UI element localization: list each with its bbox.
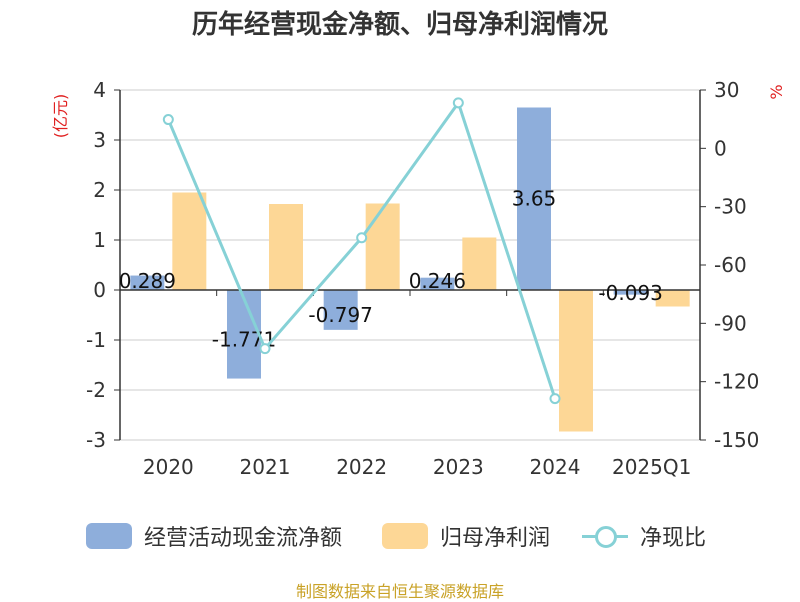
y-axis-label-left: (亿元) [51, 94, 70, 139]
line-point-cash-ratio [356, 232, 368, 244]
bar-data-label: -0.093 [598, 281, 662, 305]
legend: 经营活动现金流净额 归母净利润 净现比 [0, 518, 800, 554]
source-note: 制图数据来自恒生聚源数据库 [295, 582, 504, 601]
chart-title: 历年经营现金净额、归母净利润情况 [191, 10, 608, 40]
bar-data-label: 3.65 [512, 187, 557, 211]
x-tick-label: 2023 [433, 455, 484, 479]
y-tick-label-right: -90 [714, 311, 747, 335]
y-tick-label-right: 30 [714, 78, 739, 102]
legend-swatch-bar-orange [382, 523, 428, 549]
y-tick-label-left: 4 [93, 78, 106, 102]
line-point-cash-ratio [452, 97, 464, 109]
bar-operating-cash-flow [420, 277, 455, 290]
y-tick-label-right: -150 [714, 428, 759, 452]
y-tick-label-left: 0 [93, 278, 106, 302]
legend-swatch-bar-blue [86, 523, 132, 549]
line-cash-ratio [166, 99, 557, 400]
legend-label: 经营活动现金流净额 [144, 526, 343, 551]
x-tick-label: 2020 [143, 455, 194, 479]
bar-data-label: 0.289 [119, 269, 176, 293]
x-tick-label: 2022 [336, 455, 387, 479]
legend-label: 归母净利润 [440, 526, 551, 551]
legend-item-operating-cash-flow[interactable]: 经营活动现金流净额 [86, 518, 342, 554]
bar-net-profit [172, 192, 207, 290]
line-point-cash-ratio [549, 393, 561, 405]
bar-data-label: -0.797 [308, 303, 372, 327]
y-tick-label-left: -1 [86, 328, 106, 352]
bar-operating-cash-flow [227, 290, 261, 379]
bar-operating-cash-flow [517, 107, 551, 290]
bar-net-profit [269, 204, 303, 290]
x-tick-label: 2021 [240, 455, 291, 479]
bar-data-label: 0.246 [409, 269, 466, 293]
line-point-cash-ratio [162, 114, 174, 126]
bar-net-profit [655, 290, 690, 307]
y-tick-label-left: 1 [93, 228, 106, 252]
bar-operating-cash-flow [323, 290, 358, 330]
bar-operating-cash-flow [613, 290, 648, 295]
legend-item-net-profit[interactable]: 归母净利润 [382, 518, 550, 554]
y-tick-label-left: 2 [93, 178, 106, 202]
legend-swatch-line-icon [582, 523, 628, 549]
bar-net-profit [462, 237, 497, 290]
x-tick-label: 2024 [530, 455, 581, 479]
legend-item-cash-ratio[interactable]: 净现比 [582, 518, 706, 554]
bar-net-profit [365, 203, 400, 290]
line-point-cash-ratio [259, 343, 271, 355]
y-axis-label-right: % [767, 84, 786, 99]
y-tick-label-right: 0 [714, 136, 727, 160]
x-tick-label: 2025Q1 [612, 455, 691, 479]
y-tick-label-left: -3 [86, 428, 106, 452]
y-tick-label-right: -30 [714, 195, 747, 219]
legend-label: 净现比 [640, 526, 707, 551]
y-tick-label-right: -60 [714, 253, 747, 277]
y-tick-label-left: 3 [93, 128, 106, 152]
bar-net-profit [559, 290, 593, 432]
y-tick-label-left: -2 [86, 378, 106, 402]
bar-operating-cash-flow [130, 275, 165, 290]
y-tick-label-right: -120 [714, 370, 759, 394]
